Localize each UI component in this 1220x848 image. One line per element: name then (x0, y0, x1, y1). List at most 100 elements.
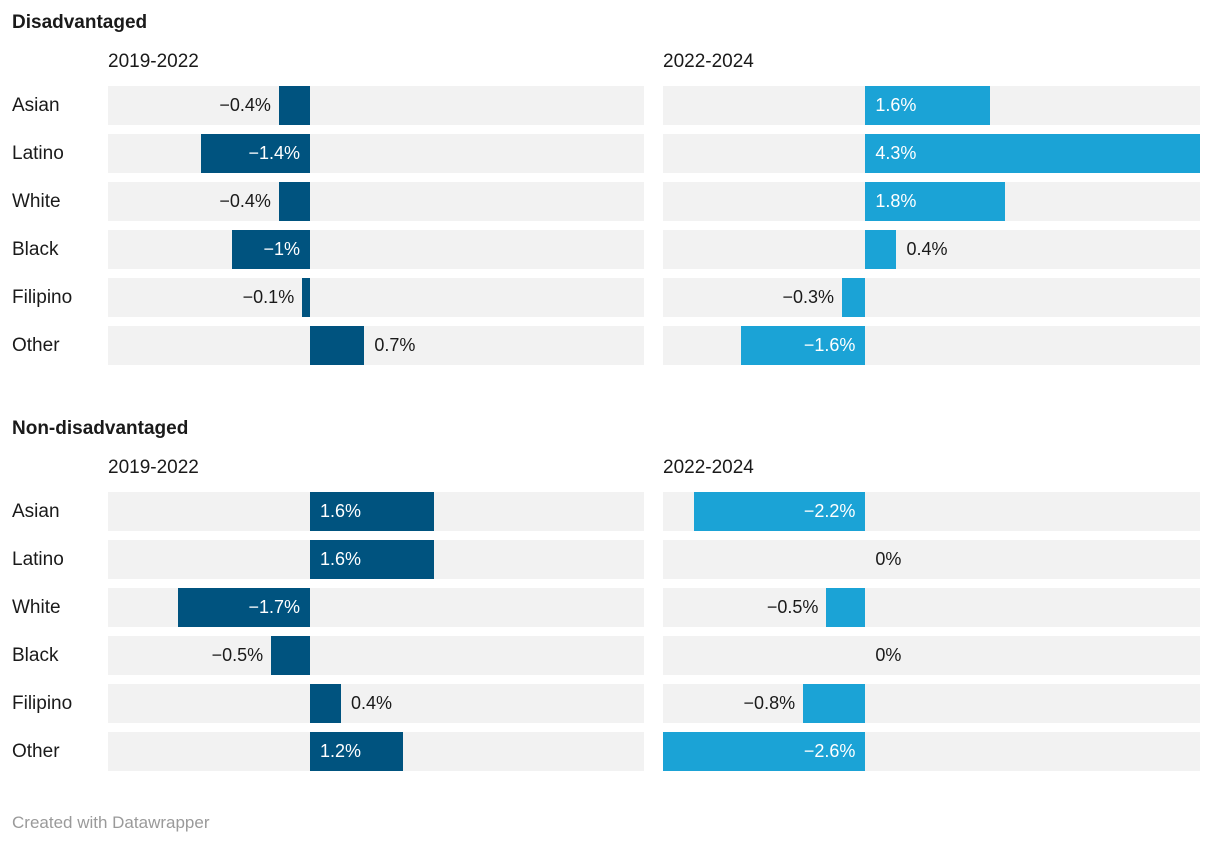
bar-track-2019-2022: −0.4% (108, 86, 644, 125)
bar-2022-2024 (865, 134, 1200, 173)
bar-track-2019-2022: −1.7% (108, 588, 644, 627)
value-label: 0.4% (906, 239, 948, 259)
value-label: −1.7% (248, 597, 300, 617)
column-header-2019-2022: 2019-2022 (108, 457, 199, 478)
category-label: Other (12, 335, 60, 356)
category-label: Latino (12, 143, 64, 164)
bar-2019-2022 (309, 684, 342, 723)
bar-row: White −1.7% −0.5% (0, 588, 1220, 627)
bar-row: Asian −0.4% 1.6% (0, 86, 1220, 125)
value-label: 1.6% (875, 95, 917, 115)
bar-track-2019-2022: −0.1% (108, 278, 644, 317)
value-label: −2.6% (803, 741, 856, 761)
bar-2019-2022 (309, 492, 435, 531)
bar-row: Latino −1.4% 4.3% (0, 134, 1220, 173)
value-label: −0.4% (219, 95, 271, 115)
value-label: −0.4% (219, 191, 271, 211)
value-label: 4.3% (875, 143, 917, 163)
bar-track-2019-2022: −1% (108, 230, 644, 269)
category-label: White (12, 191, 61, 212)
bar-2019-2022 (177, 588, 310, 627)
bar-2019-2022 (271, 636, 310, 675)
value-label: 0% (875, 549, 902, 569)
bar-track-2022-2024: 0% (663, 540, 1200, 579)
bar-2022-2024 (865, 86, 990, 125)
bar-track-2022-2024: 0% (663, 636, 1200, 675)
section-title-disadvantaged: Disadvantaged (12, 12, 148, 33)
bar-2019-2022 (232, 230, 310, 269)
bar-2019-2022 (309, 540, 435, 579)
bar-2022-2024 (865, 182, 1006, 221)
value-label: 1.6% (319, 549, 361, 569)
value-label: −1% (263, 239, 300, 259)
value-label: 0% (875, 645, 902, 665)
category-label: Asian (12, 501, 60, 522)
bar-2019-2022 (201, 134, 310, 173)
value-label: −1.6% (803, 335, 856, 355)
bar-track-2019-2022: −0.4% (108, 182, 644, 221)
bar-2022-2024 (826, 588, 866, 627)
column-header-2022-2024: 2022-2024 (663, 457, 754, 478)
bar-2022-2024 (663, 732, 866, 771)
datawrapper-credit: Created with Datawrapper (12, 813, 210, 832)
bar-row: Other 0.7% −1.6% (0, 326, 1220, 365)
bar-row: Asian 1.6% −2.2% (0, 492, 1220, 531)
bar-track-2022-2024: 1.8% (663, 182, 1200, 221)
value-label: −0.5% (211, 645, 264, 665)
bar-track-2019-2022: −1.4% (108, 134, 644, 173)
column-header-2019-2022: 2019-2022 (108, 51, 199, 72)
category-label: Filipino (12, 287, 73, 308)
bar-track-2019-2022: 1.2% (108, 732, 644, 771)
category-label: Filipino (12, 693, 73, 714)
bar-track-2019-2022: 1.6% (108, 492, 644, 531)
value-label: 1.2% (319, 741, 361, 761)
value-label: 1.6% (319, 501, 361, 521)
value-label: −0.1% (242, 287, 295, 307)
bar-track-2022-2024: −2.6% (663, 732, 1200, 771)
bar-row: Filipino −0.1% −0.3% (0, 278, 1220, 317)
value-label: −1.4% (248, 143, 300, 163)
bar-track-2022-2024: 4.3% (663, 134, 1200, 173)
bar-track-2022-2024: −0.3% (663, 278, 1200, 317)
section-title-non-disadvantaged: Non-disadvantaged (12, 418, 189, 439)
bar-2022-2024 (842, 278, 866, 317)
bar-track-2019-2022: 0.4% (108, 684, 644, 723)
bar-2022-2024 (740, 326, 866, 365)
category-label: Black (12, 645, 59, 666)
category-label: White (12, 597, 61, 618)
bar-track-2019-2022: 1.6% (108, 540, 644, 579)
bar-2019-2022 (309, 326, 365, 365)
category-label: Black (12, 239, 59, 260)
bar-track-2019-2022: 0.7% (108, 326, 644, 365)
value-label: 1.8% (875, 191, 917, 211)
value-label: −0.5% (766, 597, 819, 617)
bar-2022-2024 (803, 684, 866, 723)
category-label: Asian (12, 95, 60, 116)
bar-track-2022-2024: −2.2% (663, 492, 1200, 531)
bar-row: Black −1% 0.4% (0, 230, 1220, 269)
bar-row: Black −0.5% 0% (0, 636, 1220, 675)
bar-2022-2024 (694, 492, 866, 531)
bar-row: White −0.4% 1.8% (0, 182, 1220, 221)
column-header-2022-2024: 2022-2024 (663, 51, 754, 72)
value-label: −2.2% (803, 501, 856, 521)
bar-track-2022-2024: −0.8% (663, 684, 1200, 723)
category-label: Latino (12, 549, 64, 570)
bar-track-2022-2024: 1.6% (663, 86, 1200, 125)
bar-2019-2022 (278, 86, 310, 125)
bar-row: Other 1.2% −2.6% (0, 732, 1220, 771)
bar-track-2019-2022: −0.5% (108, 636, 644, 675)
value-label: 0.4% (351, 693, 393, 713)
bar-2019-2022 (302, 278, 310, 317)
bar-2019-2022 (278, 182, 310, 221)
value-label: −0.3% (782, 287, 834, 307)
bar-row: Latino 1.6% 0% (0, 540, 1220, 579)
bar-track-2022-2024: −0.5% (663, 588, 1200, 627)
bar-2019-2022 (309, 732, 404, 771)
category-label: Other (12, 741, 60, 762)
bar-track-2022-2024: −1.6% (663, 326, 1200, 365)
bar-track-2022-2024: 0.4% (663, 230, 1200, 269)
bar-row: Filipino 0.4% −0.8% (0, 684, 1220, 723)
bar-2022-2024 (865, 230, 897, 269)
